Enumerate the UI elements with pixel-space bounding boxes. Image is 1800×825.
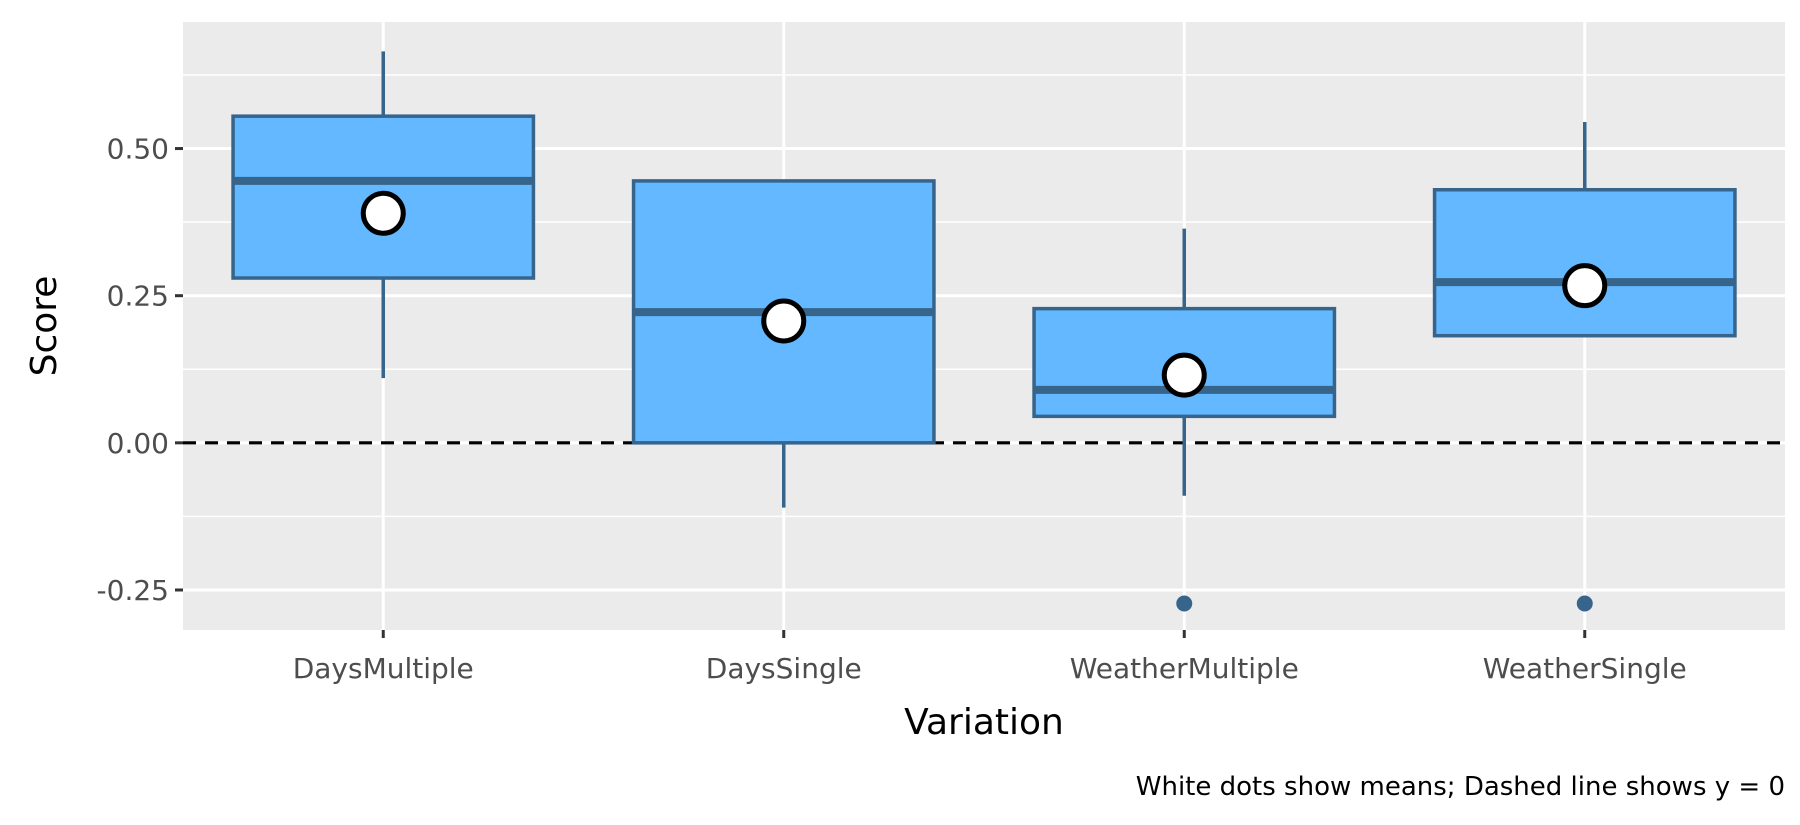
outliers-layer <box>1176 595 1593 612</box>
y-axis-title: Score <box>24 276 65 377</box>
chart-caption: White dots show means; Dashed line shows… <box>1136 772 1785 802</box>
y-tick-label: -0.25 <box>97 574 169 607</box>
y-tick-label: 0.25 <box>107 280 169 313</box>
outlier-point <box>1576 595 1593 612</box>
y-tick-label: 0.00 <box>107 427 169 460</box>
mean-point <box>1562 263 1608 309</box>
box-DaysMultiple <box>231 51 536 379</box>
means-layer <box>360 190 1608 398</box>
x-tick-label: DaysSingle <box>706 652 862 685</box>
x-tick-label: DaysMultiple <box>293 652 474 685</box>
outlier-point <box>1176 595 1193 612</box>
boxes-layer <box>231 51 1737 508</box>
x-tick-label: WeatherMultiple <box>1070 652 1299 685</box>
mean-point <box>761 298 807 344</box>
box-iqr <box>1432 187 1737 338</box>
mean-point <box>360 190 406 236</box>
box-iqr <box>231 114 536 280</box>
x-axis-title: Variation <box>904 702 1064 743</box>
x-axis: DaysMultiple DaysSingle WeatherMultiple Wea… <box>293 630 1687 685</box>
y-tick-label: 0.50 <box>107 133 169 166</box>
box-WeatherSingle <box>1432 122 1737 338</box>
x-tick-label: WeatherSingle <box>1483 652 1687 685</box>
mean-point <box>1161 352 1207 398</box>
y-axis: -0.25 0.00 0.25 0.50 <box>97 133 183 607</box>
